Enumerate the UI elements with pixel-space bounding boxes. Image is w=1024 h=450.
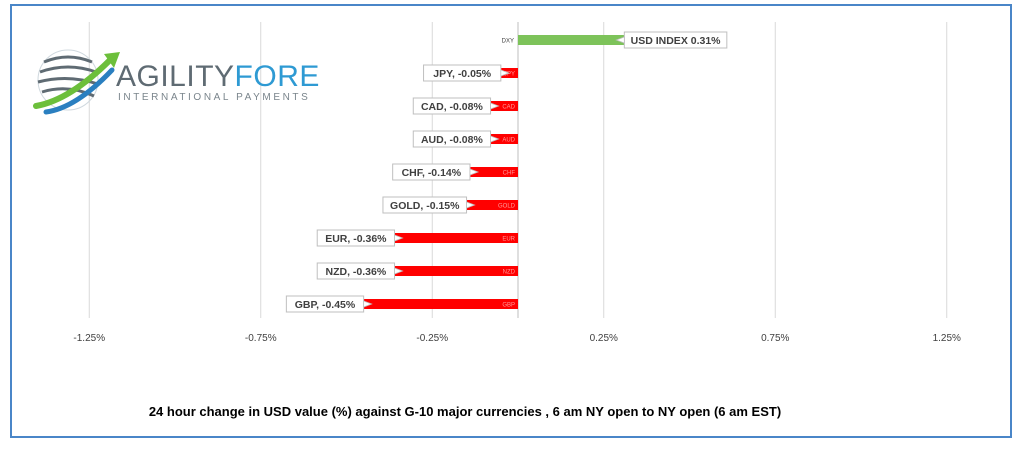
brand-tagline: INTERNATIONAL PAYMENTS bbox=[118, 92, 310, 103]
bars: DXY USD INDEX 0.31% JPY JPY, -0.05% CAD CAD, … bbox=[285, 31, 728, 313]
bar bbox=[469, 167, 518, 177]
brand-name-forex: FOREX bbox=[235, 60, 320, 93]
x-axis-ticks: -1.25% -0.75% -0.25% 0.25% 0.75% 1.25% bbox=[73, 333, 961, 344]
category-label: AUD bbox=[502, 138, 515, 144]
globe-icon bbox=[33, 49, 120, 115]
data-label: JPY, -0.05% bbox=[433, 68, 491, 80]
bar bbox=[394, 266, 518, 276]
data-label: GOLD, -0.15% bbox=[390, 200, 460, 212]
bar bbox=[490, 101, 518, 111]
brand-name-agility: AGILITY bbox=[116, 60, 235, 93]
x-tick-label: 1.25% bbox=[933, 333, 961, 344]
data-label: CHF, -0.14% bbox=[402, 167, 462, 179]
bar bbox=[466, 200, 518, 210]
category-label: DXY bbox=[502, 39, 514, 45]
data-label: USD INDEX 0.31% bbox=[631, 35, 722, 47]
category-label: CAD bbox=[502, 105, 515, 111]
category-label: EUR bbox=[502, 237, 515, 243]
category-label: NZD bbox=[503, 270, 516, 276]
category-label: GBP bbox=[502, 303, 515, 309]
bar bbox=[518, 35, 625, 45]
bar bbox=[394, 233, 518, 243]
data-label: NZD, -0.36% bbox=[326, 266, 387, 278]
chart-caption: 24 hour change in USD value (%) against … bbox=[148, 404, 782, 419]
data-label: CAD, -0.08% bbox=[421, 101, 484, 113]
category-label: JPY bbox=[504, 72, 515, 78]
bar bbox=[490, 134, 518, 144]
category-label: GOLD bbox=[498, 204, 516, 210]
data-label: EUR, -0.36% bbox=[325, 233, 387, 245]
data-label-pointer bbox=[500, 69, 510, 77]
data-label-pointer bbox=[490, 102, 500, 110]
bar bbox=[363, 299, 518, 309]
data-label-pointer bbox=[466, 201, 476, 209]
data-label-pointer bbox=[615, 36, 625, 44]
data-label-pointer bbox=[394, 234, 404, 242]
x-tick-label: 0.25% bbox=[590, 333, 618, 344]
category-label: CHF bbox=[503, 171, 516, 177]
svg-text:AGILITYFOREX: AGILITYFOREX bbox=[116, 60, 320, 93]
data-label: AUD, -0.08% bbox=[421, 134, 484, 146]
agility-forex-logo: AGILITYFOREX INTERNATIONAL PAYMENTS bbox=[33, 49, 320, 115]
x-tick-label: -1.25% bbox=[73, 333, 105, 344]
data-label: GBP, -0.45% bbox=[295, 299, 356, 311]
x-tick-label: 0.75% bbox=[761, 333, 789, 344]
data-label-pointer bbox=[490, 135, 500, 143]
data-label-pointer bbox=[363, 300, 373, 308]
data-label-pointer bbox=[394, 267, 404, 275]
x-tick-label: -0.25% bbox=[416, 333, 448, 344]
data-label-pointer bbox=[469, 168, 480, 176]
x-tick-label: -0.75% bbox=[245, 333, 277, 344]
